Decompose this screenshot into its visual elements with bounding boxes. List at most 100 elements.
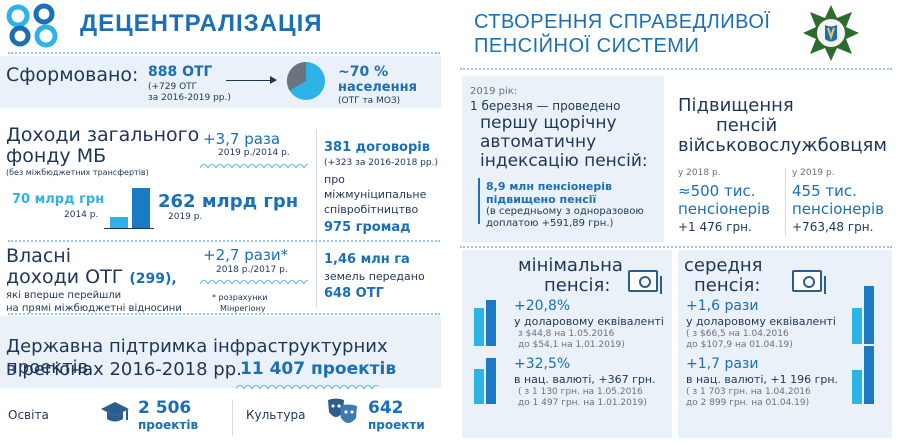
culture-unit: проекти: [368, 418, 425, 432]
minimal-uah-bar-2019: [486, 358, 496, 404]
column-divider: [316, 130, 317, 308]
indexation-year: 2019 рік:: [470, 86, 518, 97]
communities-count: 975 громад: [324, 220, 411, 235]
minimal-uah-growth: +32,5%: [514, 356, 571, 372]
minimal-uah-bar-2016: [474, 369, 484, 404]
education-count: 2 506: [138, 398, 192, 418]
average-usd-bar-2019: [864, 286, 874, 344]
indexation-date: 1 березня — проведено: [470, 99, 621, 113]
money-icon: [628, 270, 662, 294]
revenues-growth-period: 2019 р./2014 р.: [218, 148, 290, 158]
pension-title-divider: [460, 68, 892, 70]
money-icon-2: [792, 270, 826, 294]
decentralization-panel: ДЕЦЕНТРАЛІЗАЦІЯ Сформовано: 888 ОТГ (+72…: [0, 0, 441, 442]
indexation-detail: (в середньому з одноразовою доплатою +59…: [486, 206, 644, 229]
military-title: Підвищення пенсій військовослужбовцям: [678, 95, 887, 156]
pension-title: СТВОРЕННЯ СПРАВЕДЛИВОЇ ПЕНСІЙНОЇ СИСТЕМИ: [474, 11, 771, 57]
revenue-bars-baseline: [104, 228, 154, 229]
land-otg: 648 ОТГ: [324, 286, 384, 301]
average-usd-detail: ( з $66,5 на 1.04.2016 до $107,9 на 01.0…: [686, 329, 793, 350]
military-divider: [785, 168, 786, 236]
indexation-raised: підвищено пенсії: [486, 193, 597, 206]
own-revenues-growth: +2,7 рази*: [203, 246, 289, 264]
theater-masks-icon: [328, 398, 357, 423]
average-pension-band: [678, 250, 892, 438]
revenue-2014-year: 2014 р.: [64, 210, 99, 220]
military-2019-count: 455 тис.: [792, 182, 857, 200]
decentralization-logo: [6, 3, 58, 48]
infrastructure-wave: [236, 381, 378, 389]
population-pie: [286, 61, 325, 100]
military-2018-unit: пенсіонерів: [678, 200, 770, 218]
pension-panel: СТВОРЕННЯ СПРАВЕДЛИВОЇ ПЕНСІЙНОЇ СИСТЕМИ…: [452, 0, 900, 442]
contracts-count: 381 договорів: [324, 140, 430, 155]
population-label: населення: [338, 80, 417, 95]
otg-count: 888 ОТГ: [148, 64, 213, 80]
military-2018-count: ≈500 тис.: [678, 182, 756, 200]
average-pension-title: середня пенсія:: [684, 255, 763, 296]
pension-section-divider: [460, 246, 892, 248]
population-share: ~70 %: [338, 64, 389, 80]
education-unit: проектів: [138, 418, 199, 432]
land-area: 1,46 млн га: [324, 252, 410, 267]
revenues-growth: +3,7 раза: [203, 130, 281, 148]
minimal-usd-bar-2016: [474, 308, 484, 346]
decentralization-title: ДЕЦЕНТРАЛІЗАЦІЯ: [80, 10, 323, 37]
cooperation-desc: про міжмуніципальне співробітництво: [324, 173, 427, 216]
average-usd-growth: +1,6 рази: [686, 298, 759, 314]
otg-period: за 2016-2019 рр.): [148, 93, 231, 103]
ministry-emblem-icon: [803, 5, 859, 61]
average-uah-label: в нац. валюті, +1 196 грн.: [686, 373, 839, 386]
military-2019-raise: +763,48 грн.: [792, 220, 874, 234]
revenues-wave: [200, 160, 308, 168]
otg-added: (+729 ОТГ: [148, 82, 198, 92]
average-uah-growth: +1,7 рази: [686, 356, 759, 372]
formed-arrow: [226, 76, 277, 84]
own-revenues-wave: [200, 276, 308, 284]
military-2018-raise: +1 476 грн.: [678, 220, 752, 234]
culture-label: Культура: [246, 408, 306, 422]
revenue-2014-value: 70 млрд грн: [12, 192, 105, 207]
minimal-pension-title: мінімальна пенсія:: [518, 255, 623, 296]
infrastructure-title-1: Державна підтримка інфраструктурних прое…: [6, 336, 388, 378]
culture-count: 642: [368, 398, 404, 418]
indexation-band: [462, 76, 664, 242]
infrastructure-band: [0, 316, 441, 388]
average-uah-bar-2016: [852, 370, 862, 404]
military-2018-label: у 2018 р.: [678, 168, 721, 178]
section-divider-1: [8, 240, 440, 242]
own-revenues-footnote: * розрахунки Мінрегіону: [212, 293, 268, 313]
land-desc: земель передано: [324, 270, 425, 283]
formed-band: [0, 56, 441, 108]
revenue-2019-value: 262 млрд грн: [158, 191, 299, 212]
revenues-subtitle: (без міжбюджетних трансфертів): [6, 168, 149, 177]
average-usd-label: у доларовому еквіваленті: [686, 315, 836, 328]
average-uah-bar-2019: [864, 346, 874, 404]
revenue-2019-year: 2019 р.: [168, 212, 203, 222]
military-2019-label: у 2019 р.: [792, 168, 835, 178]
infrastructure-divider: [232, 400, 233, 436]
indexation-accent-line: [478, 178, 480, 224]
average-usd-bar-2016: [852, 308, 862, 344]
minimal-uah-detail: ( з 1 130 грн. на 1.05.2016 до 1 497 грн…: [518, 387, 647, 408]
infrastructure-projects: 11 407 проектів: [240, 359, 397, 379]
revenue-2019-bar: [132, 188, 150, 228]
population-note: (ОТГ та МОЗ): [338, 96, 401, 106]
title-divider: [8, 52, 440, 54]
section-divider-2: [8, 313, 440, 315]
education-label: Освіта: [8, 408, 49, 422]
own-revenues-desc: які вперше перейшли на прямі міжбюджетні…: [6, 290, 182, 314]
own-revenues-count: (299),: [129, 271, 177, 287]
minimal-usd-bar-2019: [486, 300, 496, 346]
indexation-pensioners: 8,9 млн пенсіонерів: [486, 180, 612, 193]
revenue-2014-bar: [110, 217, 128, 228]
formed-label: Сформовано:: [6, 64, 139, 86]
graduation-cap-icon: [101, 402, 129, 422]
own-revenues-title: Власні доходи ОТГ (299),: [6, 245, 177, 288]
average-uah-detail: ( з 1 703 грн. на 1.04.2016 до 2 899 грн…: [686, 387, 811, 408]
minimal-usd-growth: +20,8%: [514, 298, 571, 314]
minimal-usd-detail: з $44,8 на 1.05.2016 до $54,1 на 1.01.20…: [518, 329, 625, 350]
military-2019-unit: пенсіонерів: [792, 200, 884, 218]
revenues-title: Доходи загального фонду МБ: [6, 124, 200, 167]
contracts-added: (+323 за 2016-2018 рр.): [324, 158, 438, 168]
